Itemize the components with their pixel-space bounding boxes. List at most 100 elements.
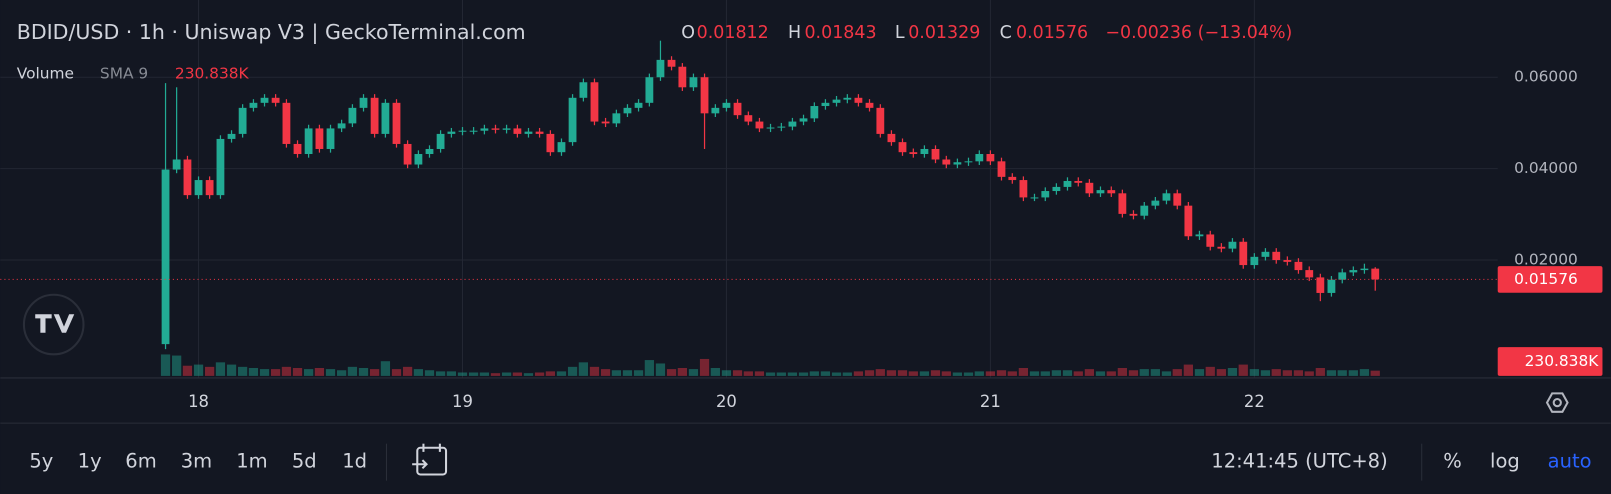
candle-body bbox=[1261, 251, 1270, 257]
x-tick-label: 21 bbox=[980, 392, 1001, 411]
last-price-tag bbox=[1497, 266, 1603, 293]
volume-bar bbox=[1293, 370, 1304, 376]
settings-icon[interactable] bbox=[1545, 392, 1569, 413]
candle-body bbox=[546, 133, 555, 153]
candle-body bbox=[997, 161, 1006, 177]
candle-body bbox=[425, 148, 434, 155]
plot bbox=[0, 40, 1498, 376]
range-button[interactable]: 5y bbox=[29, 450, 53, 473]
tv-logo[interactable] bbox=[22, 293, 85, 356]
candle-body bbox=[535, 131, 544, 134]
volume-bar bbox=[886, 370, 897, 376]
ohlc-key: O bbox=[681, 23, 695, 43]
x-tick-label: 19 bbox=[452, 392, 473, 411]
volume-bar bbox=[369, 369, 380, 376]
candle-body bbox=[282, 102, 291, 144]
volume-bar bbox=[1238, 364, 1248, 376]
candle-body bbox=[964, 161, 973, 163]
volume-bar bbox=[1315, 367, 1325, 376]
volume-bar bbox=[1260, 370, 1271, 376]
volume-bar bbox=[1084, 369, 1095, 376]
volume-bar bbox=[424, 370, 435, 376]
candle-body bbox=[755, 121, 764, 129]
date-range-icon[interactable] bbox=[412, 443, 448, 476]
candle-body bbox=[491, 128, 500, 130]
volume-bar bbox=[820, 371, 831, 376]
candle-body bbox=[634, 102, 643, 108]
candle-body bbox=[172, 159, 181, 170]
volume-bar bbox=[688, 369, 699, 376]
candle-body bbox=[271, 97, 280, 103]
volume-bar bbox=[1348, 370, 1358, 376]
volume-bar bbox=[1029, 371, 1040, 376]
volume-bar bbox=[347, 366, 358, 376]
volume-bar bbox=[677, 367, 687, 376]
range-button[interactable]: 1m bbox=[236, 450, 267, 473]
chart-title: BDID/USD · 1h · Uniswap V3 | GeckoTermin… bbox=[17, 20, 526, 45]
y-tick-label: 0.04000 bbox=[1514, 159, 1578, 177]
candle-body bbox=[645, 77, 654, 103]
volume-bar bbox=[556, 371, 567, 376]
x-tick-label: 18 bbox=[188, 392, 209, 411]
volume-bar bbox=[380, 361, 391, 376]
candle-body bbox=[392, 102, 401, 144]
option-button[interactable]: auto bbox=[1548, 450, 1592, 473]
candle-body bbox=[1129, 213, 1138, 216]
volume-bar bbox=[1128, 370, 1139, 376]
last-price-label: 0.01576 bbox=[1514, 270, 1578, 288]
candle-body bbox=[909, 152, 918, 155]
candle-body bbox=[458, 130, 467, 132]
range-button[interactable]: 1d bbox=[342, 450, 367, 473]
volume-bar bbox=[205, 366, 215, 376]
x-tick-label: 20 bbox=[716, 392, 737, 411]
candle-body bbox=[480, 128, 489, 131]
option-button[interactable]: log bbox=[1490, 450, 1520, 473]
volume-bar bbox=[666, 369, 677, 376]
volume-bar bbox=[259, 369, 270, 376]
volume-bar bbox=[644, 360, 654, 376]
volume-bar bbox=[831, 372, 842, 376]
candle-body bbox=[986, 154, 995, 162]
candle-body bbox=[370, 97, 379, 134]
candle-body bbox=[1008, 176, 1017, 181]
volume-bar bbox=[1304, 371, 1314, 376]
candle-body bbox=[678, 66, 687, 88]
candle-body bbox=[821, 102, 830, 107]
volume-bar bbox=[457, 372, 468, 376]
volume-bar bbox=[182, 365, 193, 376]
range-button[interactable]: 1y bbox=[78, 450, 102, 473]
option-button[interactable]: % bbox=[1443, 450, 1462, 473]
range-button[interactable]: 5d bbox=[292, 450, 317, 473]
volume-bar bbox=[1040, 371, 1050, 376]
range-button[interactable]: 6m bbox=[125, 450, 156, 473]
candle-body bbox=[524, 131, 533, 134]
volume-bar bbox=[468, 372, 479, 376]
candle-body bbox=[1030, 197, 1039, 199]
candle-body bbox=[920, 148, 929, 155]
volume-bar bbox=[292, 367, 303, 376]
candle-body bbox=[1371, 268, 1380, 280]
candle-body bbox=[1250, 256, 1259, 266]
candle-body bbox=[953, 162, 962, 165]
volume-bar bbox=[1337, 370, 1347, 376]
candle-body bbox=[557, 142, 566, 153]
candle-body bbox=[1096, 190, 1105, 194]
volume-bar bbox=[281, 366, 292, 376]
candle-body bbox=[711, 107, 720, 114]
range-button[interactable]: 3m bbox=[181, 450, 212, 473]
volume-bar bbox=[1359, 369, 1370, 376]
volume-bar bbox=[941, 371, 951, 376]
volume-bar bbox=[765, 372, 776, 376]
candle-body bbox=[1140, 205, 1149, 216]
volume-bar bbox=[655, 363, 666, 376]
volume-bar bbox=[699, 358, 710, 376]
volume-bar bbox=[897, 370, 908, 376]
volume-bar bbox=[1172, 369, 1182, 376]
volume-bar bbox=[930, 370, 941, 376]
volume-indicator: SMA 9 bbox=[100, 64, 148, 82]
volume-bar bbox=[1073, 371, 1083, 376]
candle-body bbox=[810, 106, 819, 119]
candle-body bbox=[436, 133, 445, 149]
candle-body bbox=[788, 121, 797, 127]
candle-body bbox=[568, 97, 577, 143]
